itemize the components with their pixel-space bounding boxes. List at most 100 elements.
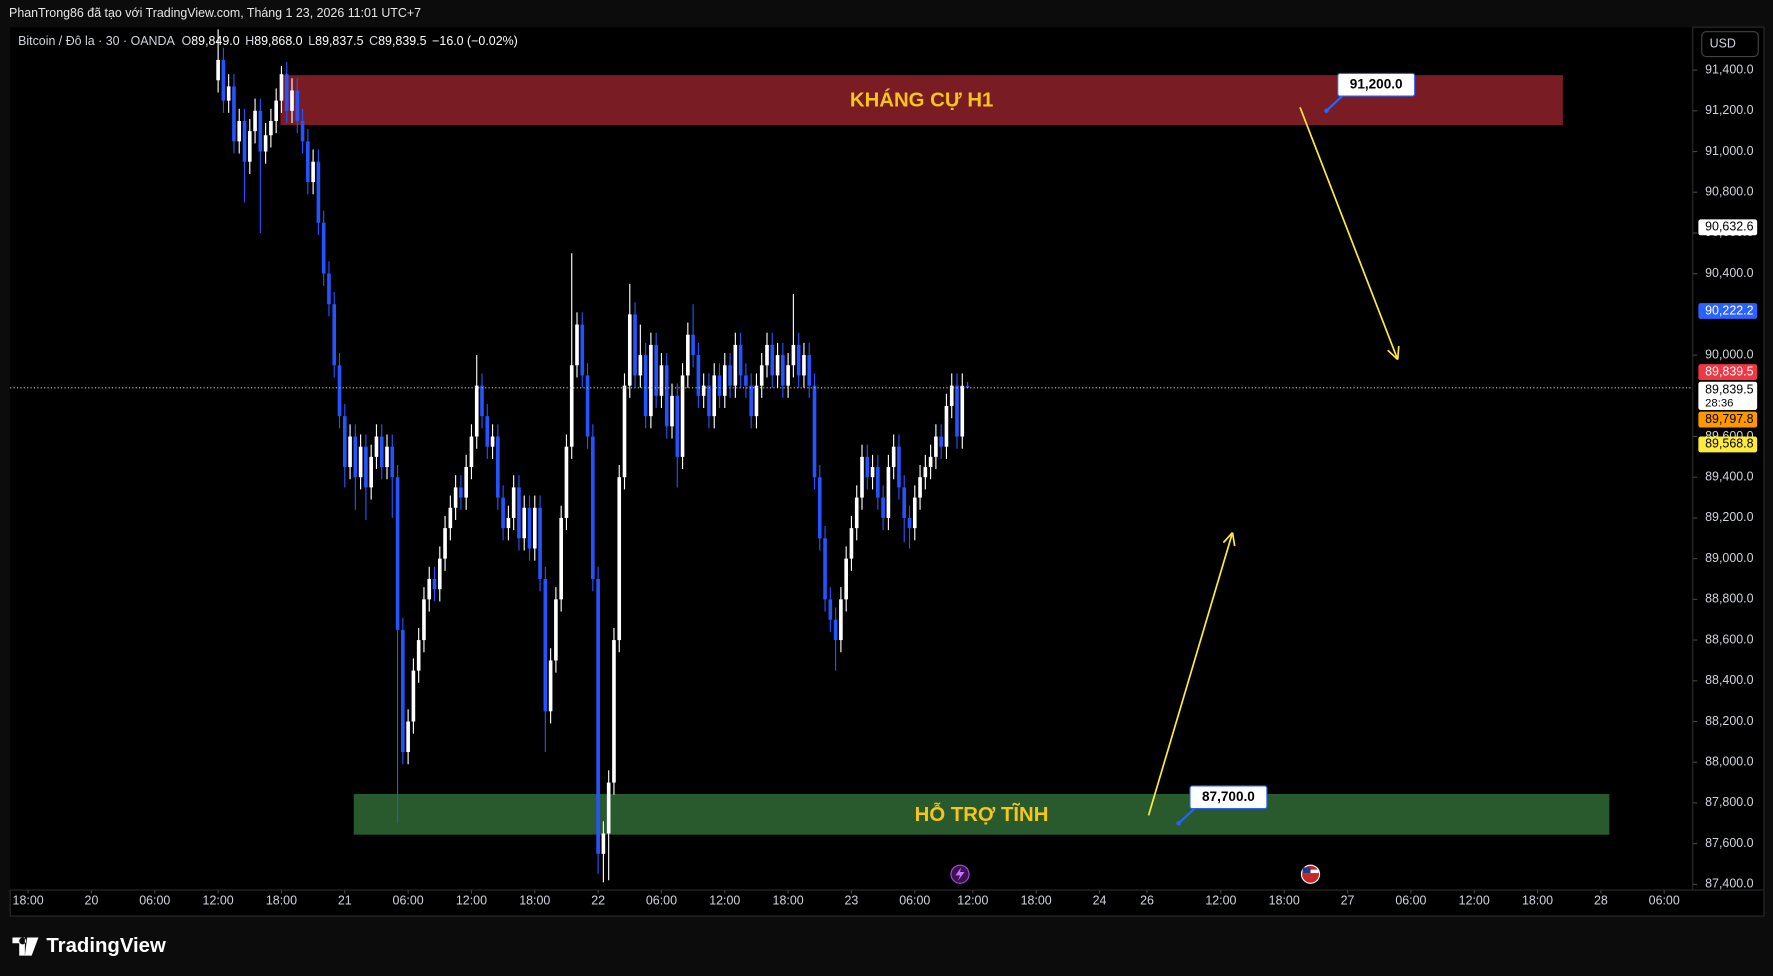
flag-canton — [1302, 867, 1311, 874]
y-tick-label: 91,000.0 — [1705, 144, 1753, 158]
candle-body — [612, 640, 616, 783]
price-axis — [1692, 26, 1765, 891]
candle-body — [770, 344, 775, 376]
callout-box — [1189, 785, 1268, 810]
candle-body — [812, 385, 817, 478]
candle-body — [221, 59, 226, 101]
x-tick-label: 22 — [591, 894, 605, 908]
candle-body — [353, 436, 358, 478]
candle-body — [543, 579, 548, 712]
candle-body — [232, 86, 236, 142]
y-tick-label: 88,400.0 — [1705, 673, 1753, 687]
candle-body — [765, 344, 769, 366]
x-tick-label: 26 — [1140, 894, 1154, 908]
candle-body — [406, 721, 410, 753]
x-tick-label: 06:00 — [1395, 894, 1426, 908]
y-tick-label: 87,800.0 — [1705, 795, 1753, 809]
candle-body — [385, 446, 389, 468]
candle-body — [817, 477, 822, 539]
x-tick-label: 12:00 — [203, 894, 234, 908]
candle-body — [374, 436, 379, 457]
candle-body — [680, 375, 685, 457]
candle-body — [369, 456, 373, 488]
candle-body — [253, 110, 257, 132]
candle-body — [517, 487, 521, 539]
candle-body — [532, 507, 537, 549]
candle-body — [833, 619, 838, 641]
candle-body — [849, 528, 854, 559]
candle-body — [701, 385, 706, 396]
candle-body — [960, 385, 965, 437]
candle-body — [854, 497, 859, 529]
candle-body — [269, 120, 273, 136]
candle-body — [844, 558, 848, 600]
candle-body — [437, 558, 442, 590]
price-tag-label: 89,568.8 — [1705, 437, 1753, 451]
candle-body — [548, 660, 553, 712]
x-tick-label: 24 — [1093, 894, 1107, 908]
candle-body — [654, 344, 658, 396]
x-tick-label: 18:00 — [519, 894, 550, 908]
callout-pointer — [1325, 95, 1344, 112]
candle-body — [591, 436, 595, 580]
candle-body — [300, 120, 305, 142]
candle-body — [622, 385, 627, 478]
candle-body — [738, 344, 743, 376]
x-tick-label: 23 — [845, 894, 859, 908]
candle-body — [807, 355, 812, 386]
legend-value: 89,849.0 — [191, 34, 239, 48]
y-tick-label: 87,600.0 — [1705, 836, 1753, 850]
y-tick-label: 89,000.0 — [1705, 551, 1753, 565]
candle-body — [934, 436, 938, 457]
candle-body — [633, 314, 637, 376]
candle-body — [870, 467, 875, 478]
currency-box[interactable] — [1701, 31, 1759, 58]
candle-body — [675, 395, 680, 457]
y-tick-label: 91,200.0 — [1705, 103, 1753, 117]
y-tick-label: 88,000.0 — [1705, 754, 1753, 768]
candle-body — [274, 100, 278, 121]
candle-body — [453, 487, 458, 508]
x-tick-label: 12:00 — [957, 894, 988, 908]
arrow-head — [1231, 532, 1236, 547]
y-tick-label: 90,400.0 — [1705, 266, 1753, 280]
candle-body — [448, 507, 453, 529]
candle-body — [496, 436, 500, 498]
price-tag-label: 90,632.6 — [1705, 220, 1753, 234]
candle-body — [337, 365, 342, 417]
candle-body — [538, 507, 542, 580]
candle-body — [696, 355, 701, 396]
y-tick-label: 88,200.0 — [1705, 714, 1753, 728]
candle-body — [712, 375, 717, 417]
candle-body — [865, 456, 870, 478]
candle-body — [416, 640, 421, 671]
candle-body — [480, 385, 484, 417]
candle-body — [443, 528, 447, 559]
candle-body — [707, 385, 711, 417]
x-tick-label: 12:00 — [1459, 894, 1490, 908]
candle-body — [501, 497, 505, 529]
candle-body — [474, 385, 479, 437]
legend-symbol: Bitcoin / Đô la · 30 · OANDA — [18, 34, 175, 48]
callout-pointer — [1177, 807, 1196, 825]
arrow-head — [1387, 349, 1399, 361]
candle-body — [643, 355, 648, 417]
x-tick-label: 28 — [1594, 894, 1608, 908]
x-tick-label: 06:00 — [646, 894, 677, 908]
candle-body — [411, 670, 416, 722]
candle-body — [606, 782, 611, 834]
candle-body — [876, 467, 880, 498]
candle-body — [459, 487, 463, 498]
candle-body — [749, 385, 753, 417]
candle-body — [965, 385, 970, 388]
x-tick-label: 06:00 — [1649, 894, 1680, 908]
candle-body — [944, 405, 949, 447]
candle-body — [511, 487, 516, 518]
countdown: 28:36 — [1705, 398, 1733, 410]
x-tick-label: 21 — [338, 894, 352, 908]
y-tick-label: 90,000.0 — [1705, 347, 1753, 361]
x-tick-label: 12:00 — [456, 894, 487, 908]
candle-body — [258, 110, 263, 152]
currency[interactable]: USD — [1710, 36, 1736, 50]
